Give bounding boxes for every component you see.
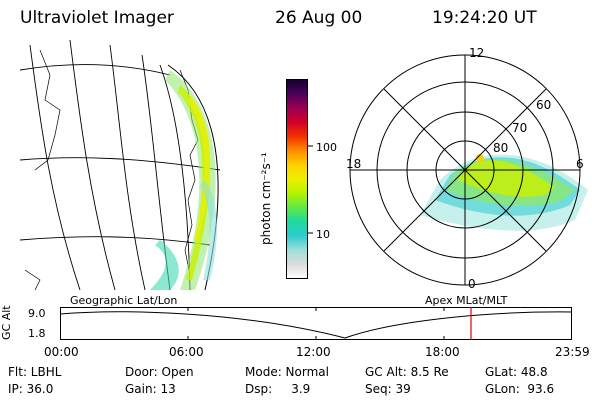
geographic-map-panel [20,40,221,290]
instrument-title: Ultraviolet Imager [20,8,174,28]
colorbar-tick-100: 100 [316,141,337,154]
mlat-label-60: 60 [536,98,552,112]
glon-info: GLon: 93.6 [485,382,555,396]
gain-info: Gain: 13 [125,382,176,396]
mlat-label-70: 70 [512,121,528,135]
mlat-label-80: 80 [493,141,509,155]
time-tick-1800: 18:00 [425,345,460,359]
mlt-label-noon: 12 [469,46,485,60]
observation-time: 19:24:20 UT [432,8,537,28]
alt-axis-title: GC Alt [0,305,13,340]
altitude-curve [59,311,573,339]
aurora-emission-left [150,70,217,290]
gc-alt-info: GC Alt: 8.5 Re [365,365,449,379]
colorbar [286,79,313,279]
caption-apex: Apex MLat/MLT [425,294,508,307]
filter-info: Flt: LBHL [8,365,62,379]
time-tick-0000: 00:00 [44,345,79,359]
door-info: Door: Open [125,365,194,379]
alt-ytick-high: 9.0 [28,307,46,320]
time-tick-0600: 06:00 [169,345,204,359]
mlt-label-midnight: 0 [468,277,476,291]
mlt-label-dawn: 6 [576,157,584,171]
alt-ytick-low: 1.8 [28,327,46,340]
observation-date: 26 Aug 00 [275,8,363,28]
colorbar-tick-10: 10 [316,228,330,241]
colorbar-unit-label: photon cm⁻²s⁻¹ [259,152,273,245]
seq-info: Seq: 39 [365,382,411,396]
glat-info: GLat: 48.8 [485,365,548,379]
mlat-mlt-polar-plot [349,54,588,286]
mode-info: Mode: Normal [245,365,329,379]
ip-info: IP: 36.0 [8,382,54,396]
mlt-label-dusk: 18 [346,157,362,171]
dsp-info: Dsp: 3.9 [245,382,311,396]
time-tick-1200: 12:00 [296,345,331,359]
colorbar-gradient [286,79,308,279]
caption-geographic: Geographic Lat/Lon [70,294,178,307]
altitude-timeline [59,307,573,340]
time-tick-2359: 23:59 [555,345,590,359]
aurora-emission-polar [420,154,588,231]
